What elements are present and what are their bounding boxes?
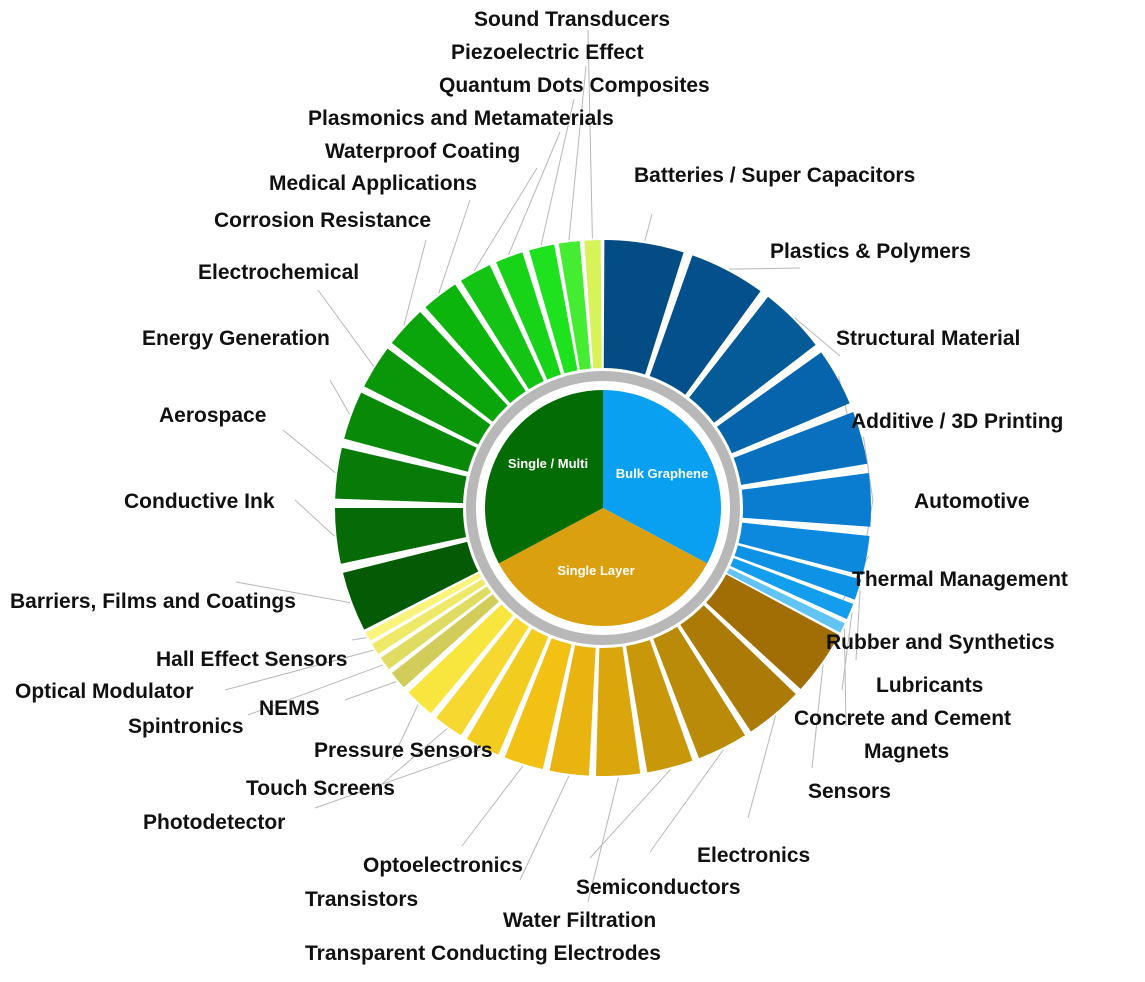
outer-label-touch-screens: Touch Screens xyxy=(246,777,395,800)
leader-line-energy-generation xyxy=(330,380,350,415)
outer-label-sensors: Sensors xyxy=(808,780,891,803)
outer-label-hall-effect-sensors: Hall Effect Sensors xyxy=(156,648,347,671)
outer-label-sound-transducers: Sound Transducers xyxy=(474,8,670,31)
outer-label-electrochemical: Electrochemical xyxy=(198,261,359,284)
outer-label-spintronics: Spintronics xyxy=(128,715,244,738)
leader-line-nems xyxy=(345,682,396,700)
outer-label-additive-3d-printing: Additive / 3D Printing xyxy=(851,410,1063,433)
leader-line-corrosion-resistance xyxy=(404,240,426,326)
outer-label-lubricants: Lubricants xyxy=(876,674,983,697)
leader-line-plastics-polymers xyxy=(729,268,800,269)
outer-label-piezoelectric-effect: Piezoelectric Effect xyxy=(451,41,644,64)
outer-label-water-filtration: Water Filtration xyxy=(503,909,656,932)
leader-line-electronics xyxy=(748,716,776,818)
outer-label-conductive-ink: Conductive Ink xyxy=(124,490,275,513)
outer-label-barriers-films-and-coatings: Barriers, Films and Coatings xyxy=(10,590,296,613)
outer-label-electronics: Electronics xyxy=(697,844,810,867)
inner-label-bulk-graphene: Bulk Graphene xyxy=(616,466,708,481)
outer-label-pressure-sensors: Pressure Sensors xyxy=(314,739,493,762)
inner-ring xyxy=(485,390,721,626)
outer-label-quantum-dots-composites: Quantum Dots Composites xyxy=(439,74,710,97)
outer-label-energy-generation: Energy Generation xyxy=(142,327,330,350)
outer-label-rubber-and-synthetics: Rubber and Synthetics xyxy=(826,631,1055,654)
inner-label-single-multi: Single / Multi xyxy=(508,456,588,471)
outer-label-semiconductors: Semiconductors xyxy=(576,876,741,899)
outer-label-plasmonics-and-metamaterials: Plasmonics and Metamaterials xyxy=(308,107,614,130)
leader-line-optoelectronics xyxy=(462,766,523,846)
outer-label-waterproof-coating: Waterproof Coating xyxy=(325,140,520,163)
outer-label-medical-applications: Medical Applications xyxy=(269,172,477,195)
outer-label-thermal-management: Thermal Management xyxy=(852,568,1068,591)
outer-label-nems: NEMS xyxy=(259,697,320,720)
outer-label-structural-material: Structural Material xyxy=(836,327,1020,350)
outer-label-optoelectronics: Optoelectronics xyxy=(363,854,523,877)
inner-label-single-layer: Single Layer xyxy=(557,563,634,578)
outer-label-automotive: Automotive xyxy=(914,490,1030,513)
leader-line-batteries-super-capacitors xyxy=(645,214,652,241)
leader-line-conductive-ink xyxy=(295,500,335,536)
outer-label-aerospace: Aerospace xyxy=(159,404,266,427)
outer-label-optical-modulator: Optical Modulator xyxy=(15,680,194,703)
leader-line-aerospace xyxy=(283,430,335,473)
leader-line-transistors xyxy=(520,776,569,880)
outer-label-photodetector: Photodetector xyxy=(143,811,285,834)
leader-line-hall-effect-sensors xyxy=(352,638,366,640)
outer-label-transistors: Transistors xyxy=(305,888,418,911)
outer-label-concrete-and-cement: Concrete and Cement xyxy=(794,707,1011,730)
outer-label-plastics-polymers: Plastics & Polymers xyxy=(770,240,971,263)
outer-label-transparent-conducting-electrodes: Transparent Conducting Electrodes xyxy=(305,942,661,965)
outer-label-corrosion-resistance: Corrosion Resistance xyxy=(214,209,431,232)
outer-label-batteries-super-capacitors: Batteries / Super Capacitors xyxy=(634,164,915,187)
outer-label-magnets: Magnets xyxy=(864,740,949,763)
leader-line-waterproof-coating xyxy=(474,168,537,271)
